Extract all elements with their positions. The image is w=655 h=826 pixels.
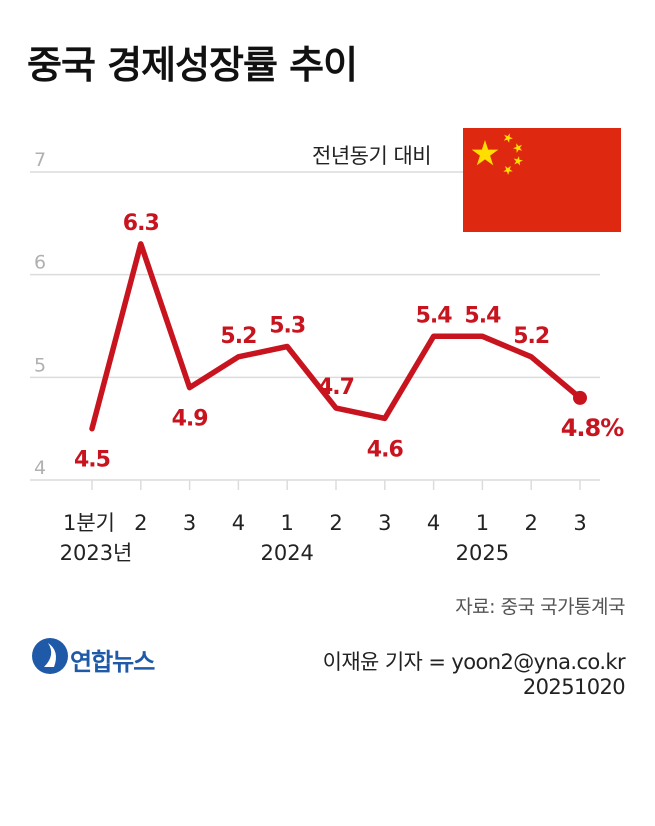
- x-tick-label: 1: [476, 511, 489, 535]
- x-tick-label: 3: [183, 511, 196, 535]
- data-label: 4.5: [74, 448, 110, 473]
- data-label: 5.4: [464, 303, 501, 328]
- y-tick-label: 6: [34, 252, 46, 274]
- x-tick-label: 3: [378, 511, 391, 535]
- data-label: 6.3: [123, 211, 159, 236]
- series-line: [89, 241, 583, 432]
- y-tick-label: 4: [34, 457, 46, 479]
- x-tick-label: 1분기: [63, 511, 115, 535]
- x-tick-label: 4: [427, 511, 440, 535]
- x-tick-label: 2: [525, 511, 538, 535]
- publish-date: 20251020: [522, 675, 626, 699]
- data-label: 5.2: [513, 324, 549, 349]
- flag-stars: [471, 133, 523, 175]
- flag-big-star: [471, 140, 499, 166]
- data-label: 5.3: [269, 314, 305, 339]
- flag-small-star: [513, 156, 523, 166]
- data-points: [573, 390, 587, 405]
- x-tick-label: 2: [329, 511, 342, 535]
- data-label: 4.7: [318, 375, 354, 400]
- flag-small-star: [513, 143, 523, 153]
- y-tick-label: 5: [34, 354, 46, 376]
- y-axis-ticks: 4 5 6 7: [34, 149, 46, 479]
- data-point-latest: [573, 390, 587, 405]
- x-axis-ticks: 1분기 2 3 4 1 2 3 4 1 2 3 2023년 2024 2025: [60, 480, 587, 565]
- x-tick-label: 1: [281, 511, 294, 535]
- source-note: 자료: 중국 국가통계국: [455, 596, 625, 618]
- data-label: 4.9: [172, 407, 208, 432]
- logo-text: 연합뉴스: [70, 648, 155, 676]
- data-label: 4.6: [367, 437, 404, 462]
- chart-title: 중국 경제성장률 추이: [27, 43, 358, 87]
- data-label: 5.4: [416, 303, 453, 328]
- x-year-label: 2024: [260, 541, 313, 565]
- flag-small-star: [503, 165, 513, 175]
- x-year-label: 2025: [456, 541, 509, 565]
- x-tick-label: 3: [573, 511, 586, 535]
- flag-small-star: [503, 133, 513, 143]
- reporter-credit: 이재윤 기자 = yoon2@yna.co.kr: [322, 650, 626, 674]
- x-year-label: 2023년: [60, 541, 133, 565]
- x-tick-label: 4: [232, 511, 245, 535]
- yonhap-logo-icon: [32, 638, 68, 674]
- y-tick-label: 7: [34, 149, 46, 171]
- flag-field: [463, 128, 621, 232]
- data-labels: 4.5 6.3 4.9 5.2 5.3 4.7 4.6 5.4 5.4 5.2 4.8%: [74, 211, 625, 473]
- chart-subtitle: 전년동기 대비: [312, 144, 432, 168]
- x-tick-label: 2: [134, 511, 147, 535]
- data-label: 5.2: [220, 324, 256, 349]
- china-flag-icon: [463, 128, 621, 232]
- data-label: 4.8%: [561, 414, 625, 442]
